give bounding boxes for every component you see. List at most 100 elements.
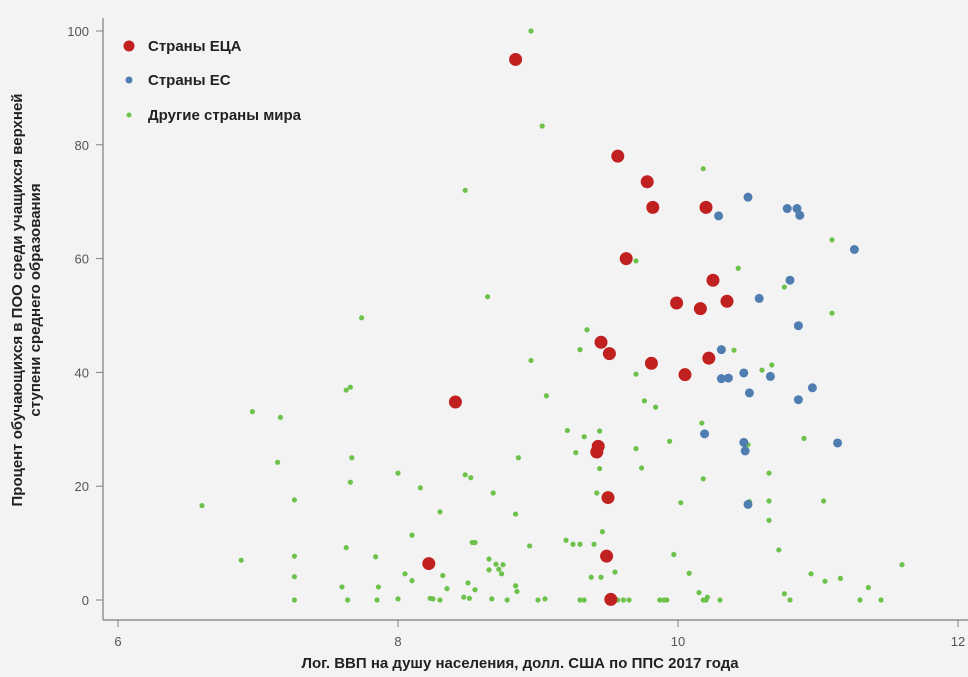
point-world bbox=[837, 575, 844, 581]
point-eca bbox=[619, 252, 633, 266]
point-world bbox=[409, 578, 415, 584]
point-eu bbox=[739, 437, 749, 447]
point-world bbox=[633, 371, 639, 377]
point-world bbox=[641, 398, 648, 404]
point-eu bbox=[807, 383, 817, 393]
x-tick-label: 12 bbox=[951, 634, 965, 649]
point-world bbox=[899, 562, 905, 568]
point-world bbox=[664, 597, 670, 603]
point-world bbox=[878, 597, 884, 603]
point-world bbox=[343, 545, 349, 551]
point-world bbox=[735, 265, 741, 271]
point-world bbox=[563, 537, 569, 543]
point-world bbox=[409, 532, 415, 538]
point-world bbox=[671, 551, 677, 558]
point-world bbox=[275, 459, 281, 465]
series-eca bbox=[422, 52, 734, 606]
x-tick-label: 10 bbox=[671, 634, 685, 649]
legend: Страны ЕЦА Страны ЕС Другие страны мира bbox=[123, 38, 302, 124]
point-world bbox=[667, 438, 673, 444]
point-world bbox=[462, 472, 468, 478]
point-world bbox=[291, 553, 297, 559]
legend-marker-eu bbox=[125, 76, 133, 84]
y-axis-title-line-2: ступени среднего образования bbox=[27, 183, 44, 416]
y-tick-label: 40 bbox=[75, 365, 89, 380]
legend-label-eu: Страны ЕС bbox=[148, 72, 231, 89]
point-world bbox=[437, 597, 443, 603]
point-world bbox=[465, 580, 471, 586]
point-eu bbox=[785, 275, 795, 285]
y-tick-label: 60 bbox=[75, 252, 89, 267]
point-world bbox=[781, 591, 788, 597]
point-world bbox=[199, 502, 205, 509]
point-world bbox=[821, 498, 827, 504]
point-world bbox=[462, 187, 468, 193]
point-world bbox=[653, 404, 659, 410]
point-world bbox=[486, 567, 492, 573]
point-world bbox=[489, 596, 495, 602]
point-world bbox=[759, 367, 765, 373]
point-world bbox=[528, 357, 534, 364]
point-eu bbox=[793, 321, 803, 331]
point-eu bbox=[744, 388, 754, 398]
point-eu bbox=[716, 345, 726, 355]
point-world bbox=[444, 586, 450, 592]
point-world bbox=[430, 596, 436, 602]
point-eu bbox=[700, 429, 710, 439]
point-world bbox=[620, 597, 627, 603]
point-world bbox=[801, 435, 807, 442]
point-eca bbox=[678, 368, 692, 382]
y-axis-title-line-1: Процент обучающихся в ПОО среди учащихся… bbox=[9, 93, 26, 506]
point-world bbox=[857, 597, 863, 603]
point-world bbox=[359, 315, 365, 321]
point-eu bbox=[792, 204, 802, 214]
point-world bbox=[808, 571, 814, 577]
point-world bbox=[564, 427, 571, 434]
point-eca bbox=[602, 347, 616, 361]
point-world bbox=[490, 490, 496, 496]
point-world bbox=[731, 347, 737, 353]
point-eca bbox=[699, 200, 713, 214]
point-eu bbox=[782, 204, 792, 214]
point-world bbox=[347, 479, 353, 485]
point-world bbox=[395, 470, 401, 476]
point-eu bbox=[833, 438, 843, 448]
point-eu bbox=[793, 395, 803, 405]
point-eca bbox=[646, 200, 660, 214]
point-world bbox=[402, 571, 408, 577]
point-world bbox=[468, 475, 474, 481]
point-world bbox=[291, 497, 297, 503]
point-eca bbox=[422, 557, 436, 571]
point-eu bbox=[723, 373, 733, 383]
point-world bbox=[598, 574, 604, 580]
point-world bbox=[513, 583, 519, 589]
point-world bbox=[781, 284, 788, 290]
point-world bbox=[437, 509, 443, 515]
point-world bbox=[577, 541, 583, 547]
point-world bbox=[500, 562, 506, 568]
point-world bbox=[573, 450, 579, 456]
point-world bbox=[513, 511, 519, 517]
point-world bbox=[535, 597, 541, 603]
point-world bbox=[515, 455, 522, 461]
point-eca bbox=[670, 296, 684, 310]
point-world bbox=[238, 557, 244, 563]
point-world bbox=[472, 587, 478, 593]
point-world bbox=[597, 465, 603, 472]
legend-label-eca: Страны ЕЦА bbox=[148, 38, 242, 55]
point-world bbox=[865, 584, 872, 591]
point-world bbox=[374, 597, 380, 603]
x-tick-label: 8 bbox=[394, 634, 401, 649]
y-axis-title: Процент обучающихся в ПОО среди учащихся… bbox=[9, 93, 44, 506]
point-eca bbox=[706, 273, 720, 287]
point-world bbox=[822, 578, 828, 584]
legend-marker-eca bbox=[123, 40, 135, 52]
axis-ticks: 6 8 10 12 0 20 40 60 80 100 bbox=[67, 24, 965, 649]
point-world bbox=[829, 237, 835, 243]
point-eu bbox=[754, 293, 764, 303]
point-world bbox=[581, 434, 587, 440]
point-world bbox=[417, 485, 423, 491]
point-world bbox=[347, 384, 353, 390]
